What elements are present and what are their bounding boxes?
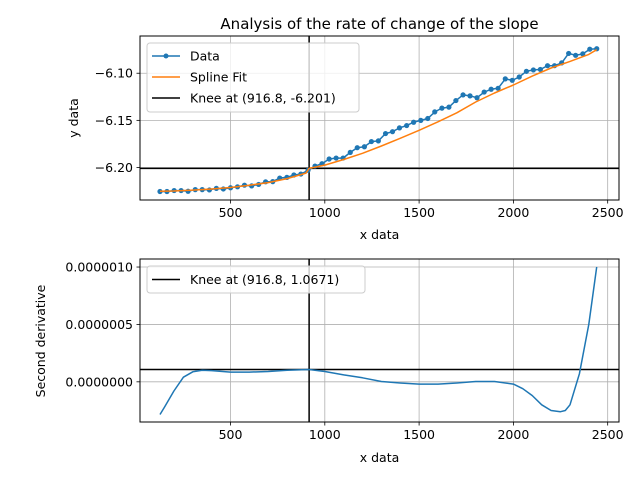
top-data-point (382, 130, 389, 137)
top-x-tick-label: 2000 (497, 205, 529, 220)
top-data-point (523, 68, 530, 74)
top-data-point (347, 149, 353, 156)
top-data-point (157, 188, 163, 195)
bottom-x-tick-label: 1500 (403, 427, 435, 442)
top-data-point (425, 115, 431, 122)
bottom-legend: Knee at (916.8, 1.0671) (146, 265, 366, 294)
top-data-point (488, 86, 494, 92)
legend-label-knee-2: Knee at (916.8, 1.0671) (190, 272, 339, 287)
top-legend: Data Spline Fit Knee at (916.8, -6.201) (146, 42, 360, 113)
bottom-chart-panel: 500 1000 1500 2000 2500 0.0000000 0.0000005 0.0… (33, 258, 624, 465)
top-data-point (361, 144, 368, 150)
bottom-plot-frame (139, 258, 620, 423)
top-data-point (530, 67, 536, 73)
top-data-point (439, 105, 445, 111)
top-data-point (326, 156, 332, 162)
bottom-axis-ticks: 500 1000 1500 2000 2500 0.0000000 0.0000005 0.0… (65, 260, 623, 442)
legend-entry-knee-2: Knee at (916.8, 1.0671) (152, 272, 339, 287)
top-data-point (375, 138, 381, 144)
bottom-x-tick-label: 500 (219, 427, 243, 442)
top-y-tick-label: −6.10 (95, 66, 133, 81)
bottom-y-axis-label: Second derivative (33, 284, 48, 397)
legend-label-data: Data (190, 49, 220, 64)
bottom-x-tick-label: 1000 (309, 427, 341, 442)
bottom-x-tick-label: 2500 (592, 427, 624, 442)
top-x-tick-label: 2500 (592, 205, 624, 220)
top-data-point (220, 186, 226, 192)
legend-entry-knee: Knee at (916.8, -6.201) (152, 91, 336, 106)
top-x-axis-label: x data (360, 227, 400, 242)
top-data-point (502, 76, 508, 82)
top-data-point (537, 66, 543, 73)
top-series-line-1 (159, 49, 598, 192)
top-data-point (446, 104, 452, 110)
top-x-tick-label: 500 (219, 205, 243, 220)
top-x-tick-label: 1500 (403, 205, 435, 220)
legend-label-knee: Knee at (916.8, -6.201) (190, 91, 336, 106)
top-data-point (580, 51, 586, 57)
top-data-point (396, 125, 403, 131)
top-data-point (481, 89, 487, 95)
bottom-y-tick-label: 0.0000005 (65, 317, 133, 332)
top-data-point (185, 188, 191, 194)
top-data-point (467, 93, 473, 99)
top-data-point (368, 138, 374, 145)
bottom-x-tick-label: 2000 (497, 427, 529, 442)
top-data-point (333, 155, 339, 161)
top-axis-ticks: 500 1000 1500 2000 2500 −6.20 −6.15 −6.10 (95, 66, 624, 220)
top-data-point (418, 117, 424, 123)
top-y-axis-label: y data (66, 98, 81, 138)
legend-label-spline: Spline Fit (190, 70, 247, 85)
chart-title: Analysis of the rate of change of the sl… (220, 15, 538, 33)
bottom-y-tick-label: 0.0000010 (65, 260, 133, 275)
top-data-point (354, 145, 360, 151)
top-series (157, 46, 600, 195)
bottom-x-axis-label: x data (360, 450, 400, 465)
top-data-point (389, 129, 396, 135)
top-data-point (587, 46, 593, 52)
bottom-series-line-0 (159, 266, 598, 415)
top-data-point (453, 97, 459, 104)
top-data-point (516, 74, 522, 80)
bottom-y-tick-label: 0.0000000 (65, 374, 133, 389)
legend-entry-data: Data (152, 49, 220, 64)
top-y-tick-label: −6.15 (95, 113, 133, 128)
top-plot-frame (139, 35, 620, 201)
top-data-point (474, 95, 480, 101)
top-data-point (460, 92, 466, 98)
top-y-tick-label: −6.20 (95, 160, 133, 175)
legend-entry-spline: Spline Fit (152, 70, 247, 85)
top-data-point (573, 52, 579, 58)
top-data-point (495, 85, 501, 91)
top-data-point (566, 50, 572, 57)
top-data-point (509, 77, 515, 83)
top-x-tick-label: 1000 (309, 205, 341, 220)
top-data-point (432, 109, 438, 115)
top-chart-panel: Analysis of the rate of change of the sl… (66, 15, 624, 242)
top-data-point (544, 63, 551, 69)
top-data-point (411, 119, 417, 125)
top-data-point (404, 122, 410, 129)
bottom-series (159, 266, 598, 415)
